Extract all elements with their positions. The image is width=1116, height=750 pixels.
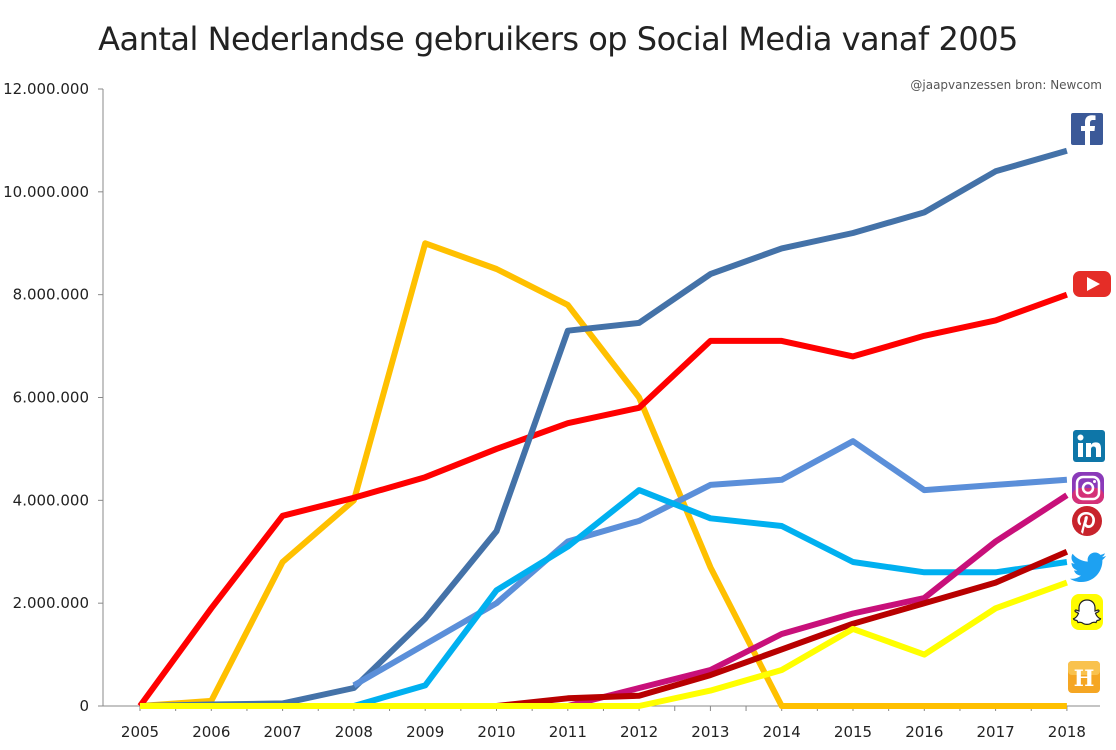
youtube-icon <box>1073 271 1111 297</box>
y-tick-label: 0 <box>79 697 89 715</box>
x-tick-label: 2007 <box>264 723 302 741</box>
chart-title: Aantal Nederlandse gebruikers op Social … <box>98 20 1018 58</box>
instagram-icon <box>1072 472 1104 504</box>
x-tick-label: 2014 <box>763 723 801 741</box>
x-tick: 2014 <box>763 706 818 741</box>
y-axis-ticks: 0 2.000.000 4.000.000 6.000.000 8.000.000 10.… <box>3 80 103 715</box>
twitter-icon <box>1070 552 1106 582</box>
series-line-snapchat <box>140 579 1068 709</box>
x-axis-ticks: 2005 2006 2007 2008 2009 2010 2011 2012 2013 2014… <box>121 706 1086 741</box>
y-tick: 4.000.000 <box>13 491 103 509</box>
y-tick-label: 2.000.000 <box>13 594 89 612</box>
facebook-icon <box>1071 113 1103 145</box>
chart-credit: @jaapvanzessen bron: Newcom <box>910 78 1102 92</box>
svg-text:H: H <box>1074 666 1095 692</box>
series-lines <box>137 147 1069 709</box>
y-tick: 12.000.000 <box>3 80 103 98</box>
y-tick-label: 6.000.000 <box>13 389 89 407</box>
x-tick: 2010 <box>477 706 533 741</box>
x-tick-label: 2006 <box>192 723 230 741</box>
series-icons: H <box>1068 113 1111 693</box>
y-tick-label: 12.000.000 <box>3 80 89 98</box>
x-tick-label: 2013 <box>691 723 729 741</box>
y-tick-label: 8.000.000 <box>13 286 89 304</box>
series-line-facebook <box>139 147 1068 709</box>
x-tick: 2006 <box>192 706 248 741</box>
series-line-twitter <box>353 487 1068 709</box>
y-tick: 2.000.000 <box>13 594 103 612</box>
x-tick-label: 2017 <box>977 723 1015 741</box>
x-tick-label: 2011 <box>549 723 587 741</box>
x-tick-label: 2012 <box>620 723 658 741</box>
series-line-linkedin <box>352 438 1068 688</box>
y-tick: 10.000.000 <box>3 183 103 201</box>
x-tick: 2011 <box>549 706 604 741</box>
x-tick: 2007 <box>264 706 319 741</box>
series-line-pinterest <box>496 549 1069 709</box>
y-tick: 0 <box>79 697 103 715</box>
x-tick: 2016 <box>905 706 961 741</box>
series-line-instagram <box>567 492 1069 709</box>
y-tick-label: 4.000.000 <box>13 491 89 509</box>
x-tick-label: 2010 <box>477 723 515 741</box>
x-tick: 2013 <box>691 706 747 741</box>
x-tick: 2005 <box>121 706 177 741</box>
y-tick: 8.000.000 <box>13 286 103 304</box>
snapchat-icon <box>1071 594 1103 630</box>
hyves-icon: H <box>1068 661 1100 693</box>
x-tick-label: 2015 <box>834 723 872 741</box>
x-tick-label: 2018 <box>1048 723 1086 741</box>
x-tick: 2018 <box>1048 706 1086 741</box>
series-line-hyves <box>139 240 1067 709</box>
x-tick-label: 2008 <box>335 723 373 741</box>
x-tick: 2012 <box>620 706 676 741</box>
linkedin-icon <box>1073 430 1105 462</box>
axes <box>102 89 1100 707</box>
x-tick-label: 2016 <box>905 723 943 741</box>
series-line-youtube <box>137 291 1068 708</box>
y-tick-label: 10.000.000 <box>3 183 89 201</box>
x-tick: 2008 <box>335 706 391 741</box>
pinterest-icon <box>1072 506 1102 536</box>
x-tick: 2015 <box>834 706 890 741</box>
x-tick-label: 2009 <box>406 723 444 741</box>
x-tick: 2009 <box>406 706 462 741</box>
x-tick-label: 2005 <box>121 723 159 741</box>
y-tick: 6.000.000 <box>13 389 103 407</box>
x-tick: 2017 <box>977 706 1032 741</box>
